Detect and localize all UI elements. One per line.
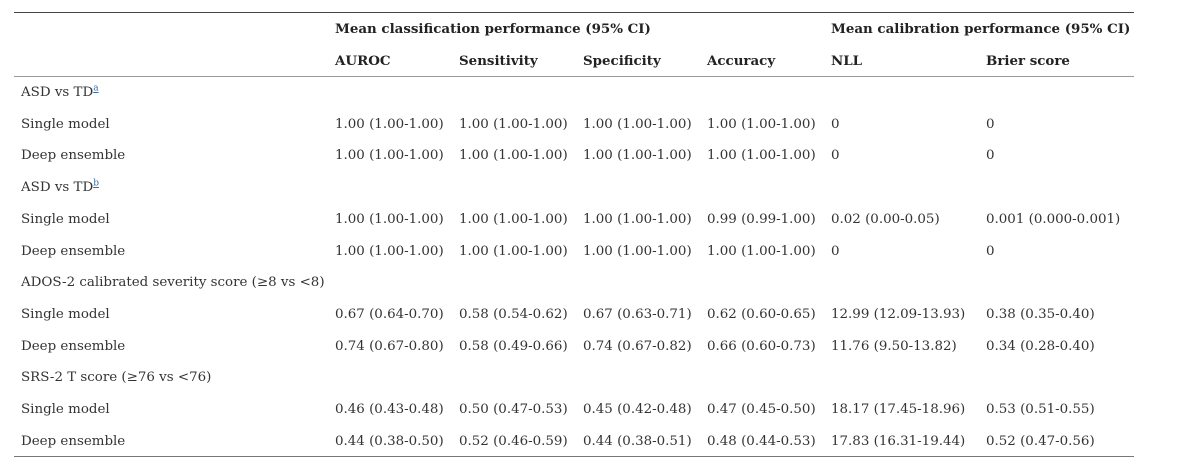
table-cell: 0.58 (0.54-0.62) <box>459 307 568 322</box>
table-cell: 0.45 (0.42-0.48) <box>583 402 692 417</box>
table-cell: 1.00 (1.00-1.00) <box>335 244 444 259</box>
table-cell: 0.38 (0.35-0.40) <box>986 307 1095 322</box>
table-cell: 0.50 (0.47-0.53) <box>459 402 568 417</box>
table-cell: 0.52 (0.46-0.59) <box>459 434 568 449</box>
row-label: Deep ensemble <box>21 339 126 354</box>
table-cell: 12.99 (12.09-13.93) <box>831 307 966 322</box>
header-group-calibration: Mean calibration performance (95% CI) <box>831 21 1131 37</box>
table-cell: 1.00 (1.00-1.00) <box>459 117 568 132</box>
footnote-link[interactable]: a <box>93 83 99 94</box>
table-cell: 1.00 (1.00-1.00) <box>335 117 444 132</box>
table-cell: 0.67 (0.64-0.70) <box>335 307 444 322</box>
header-col-brier: Brier score <box>986 53 1070 69</box>
footnote-link[interactable]: b <box>93 178 99 189</box>
row-label: Single model <box>21 212 110 227</box>
table-cell: 0.67 (0.63-0.71) <box>583 307 692 322</box>
table-cell: 0.34 (0.28-0.40) <box>986 339 1095 354</box>
section-label: SRS-2 T score (≥76 vs <76) <box>21 370 211 386</box>
table-cell: 0.48 (0.44-0.53) <box>707 434 816 449</box>
table-cell: 0.62 (0.60-0.65) <box>707 307 816 322</box>
section-label: ASD vs TDb <box>21 178 99 196</box>
table-cell: 1.00 (1.00-1.00) <box>583 244 692 259</box>
table-cell: 0.44 (0.38-0.50) <box>335 434 444 449</box>
table-bottom-rule <box>14 456 1134 457</box>
row-label: Single model <box>21 307 110 322</box>
table-cell: 0.99 (0.99-1.00) <box>707 212 816 227</box>
section-label-text: SRS-2 T score (≥76 vs <76) <box>21 370 212 385</box>
row-label: Deep ensemble <box>21 244 126 259</box>
header-col-accuracy: Accuracy <box>707 53 776 69</box>
table-cell: 0.74 (0.67-0.82) <box>583 339 692 354</box>
table-cell: 0.02 (0.00-0.05) <box>831 212 940 227</box>
row-label: Deep ensemble <box>21 148 126 163</box>
section-label: ADOS-2 calibrated severity score (≥8 vs … <box>21 275 325 291</box>
table-cell: 1.00 (1.00-1.00) <box>459 148 568 163</box>
table-cell: 0 <box>831 117 840 132</box>
table-cell: 1.00 (1.00-1.00) <box>583 148 692 163</box>
table-cell: 17.83 (16.31-19.44) <box>831 434 966 449</box>
table-cell: 0 <box>986 148 995 163</box>
table-cell: 1.00 (1.00-1.00) <box>335 148 444 163</box>
table-cell: 0.46 (0.43-0.48) <box>335 402 444 417</box>
table-cell: 1.00 (1.00-1.00) <box>583 117 692 132</box>
table-cell: 18.17 (17.45-18.96) <box>831 402 966 417</box>
table-cell: 0.53 (0.51-0.55) <box>986 402 1095 417</box>
table-cell: 0.001 (0.000-0.001) <box>986 212 1121 227</box>
table-cell: 1.00 (1.00-1.00) <box>707 117 816 132</box>
row-label: Deep ensemble <box>21 434 126 449</box>
table-cell: 1.00 (1.00-1.00) <box>707 244 816 259</box>
table-cell: 0 <box>986 117 995 132</box>
table-cell: 1.00 (1.00-1.00) <box>707 148 816 163</box>
section-label: ASD vs TDa <box>21 83 99 101</box>
section-label-text: ASD vs TD <box>21 180 94 195</box>
table-cell: 0.44 (0.38-0.51) <box>583 434 692 449</box>
table-cell: 0 <box>831 244 840 259</box>
table-cell: 0.66 (0.60-0.73) <box>707 339 816 354</box>
header-col-auroc: AUROC <box>335 53 391 69</box>
row-label: Single model <box>21 402 110 417</box>
table-cell: 0 <box>831 148 840 163</box>
header-col-nll: NLL <box>831 53 863 69</box>
table-cell: 1.00 (1.00-1.00) <box>583 212 692 227</box>
header-group-classification: Mean classification performance (95% CI) <box>335 21 651 37</box>
header-bottom-rule <box>14 76 1134 77</box>
header-col-sensitivity: Sensitivity <box>459 53 538 69</box>
row-label: Single model <box>21 117 110 132</box>
header-col-specificity: Specificity <box>583 53 661 69</box>
table-cell: 0.58 (0.49-0.66) <box>459 339 568 354</box>
table-cell: 0.47 (0.45-0.50) <box>707 402 816 417</box>
table-cell: 0 <box>986 244 995 259</box>
table-cell: 11.76 (9.50-13.82) <box>831 339 957 354</box>
section-label-text: ASD vs TD <box>21 85 94 100</box>
table-cell: 1.00 (1.00-1.00) <box>335 212 444 227</box>
table-cell: 1.00 (1.00-1.00) <box>459 244 568 259</box>
table-cell: 0.74 (0.67-0.80) <box>335 339 444 354</box>
table-cell: 0.52 (0.47-0.56) <box>986 434 1095 449</box>
section-label-text: ADOS-2 calibrated severity score (≥8 vs … <box>21 275 325 290</box>
table-top-rule <box>14 12 1134 13</box>
table-cell: 1.00 (1.00-1.00) <box>459 212 568 227</box>
